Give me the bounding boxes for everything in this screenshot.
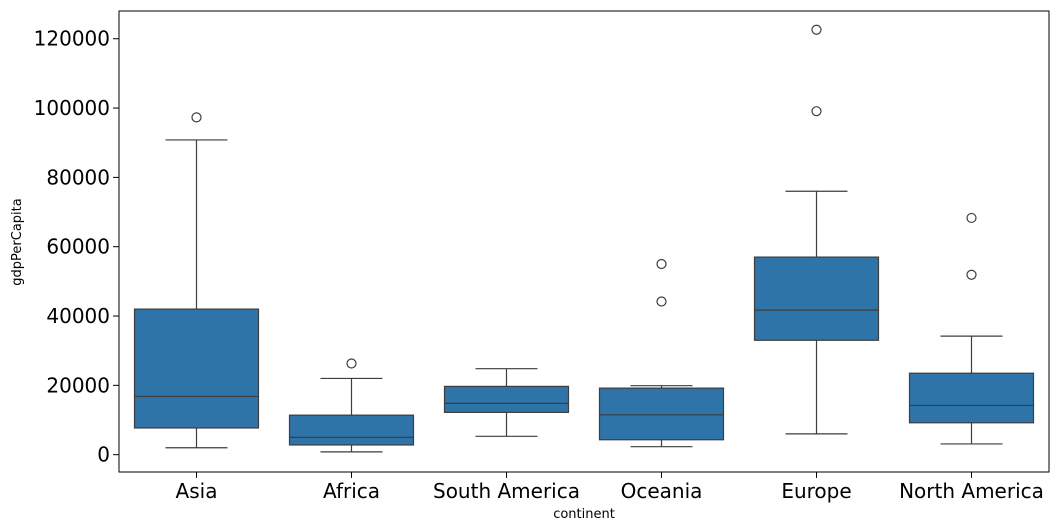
- plot-frame: [118, 10, 1050, 473]
- outlier-point: [656, 296, 667, 307]
- box-europe: [753, 256, 880, 341]
- y-tick-label: 0: [97, 443, 110, 467]
- y-tick-label: 100000: [34, 96, 110, 120]
- outlier-point: [966, 269, 977, 280]
- outlier-point: [811, 24, 822, 35]
- box-north-america: [908, 372, 1035, 424]
- x-tick-label: Oceania: [621, 479, 703, 503]
- x-tick-label: South America: [433, 479, 580, 503]
- x-tick-label: Africa: [323, 479, 380, 503]
- y-axis-label: gdpPerCapita: [10, 198, 25, 285]
- x-tick-label: North America: [899, 479, 1044, 503]
- outlier-point: [191, 112, 202, 123]
- y-tick-label: 40000: [46, 304, 110, 328]
- box-asia: [133, 308, 260, 429]
- y-tick-label: 80000: [46, 165, 110, 189]
- x-tick-label: Europe: [781, 479, 851, 503]
- outlier-point: [966, 212, 977, 224]
- x-axis-label: continent: [553, 507, 615, 522]
- y-tick-label: 60000: [46, 235, 110, 259]
- y-tick-label: 20000: [46, 373, 110, 397]
- box-oceania: [598, 387, 725, 441]
- outlier-point: [346, 358, 357, 369]
- plot-area: 0 20000 40000 60000 80000 100000 120000 Asia Afr…: [34, 10, 1050, 503]
- box-south-america: [443, 385, 570, 413]
- x-tick-label: Asia: [176, 479, 218, 503]
- y-tick-label: 120000: [34, 27, 110, 51]
- outlier-point: [656, 258, 667, 270]
- outlier-point: [811, 106, 822, 117]
- box-africa: [288, 414, 415, 446]
